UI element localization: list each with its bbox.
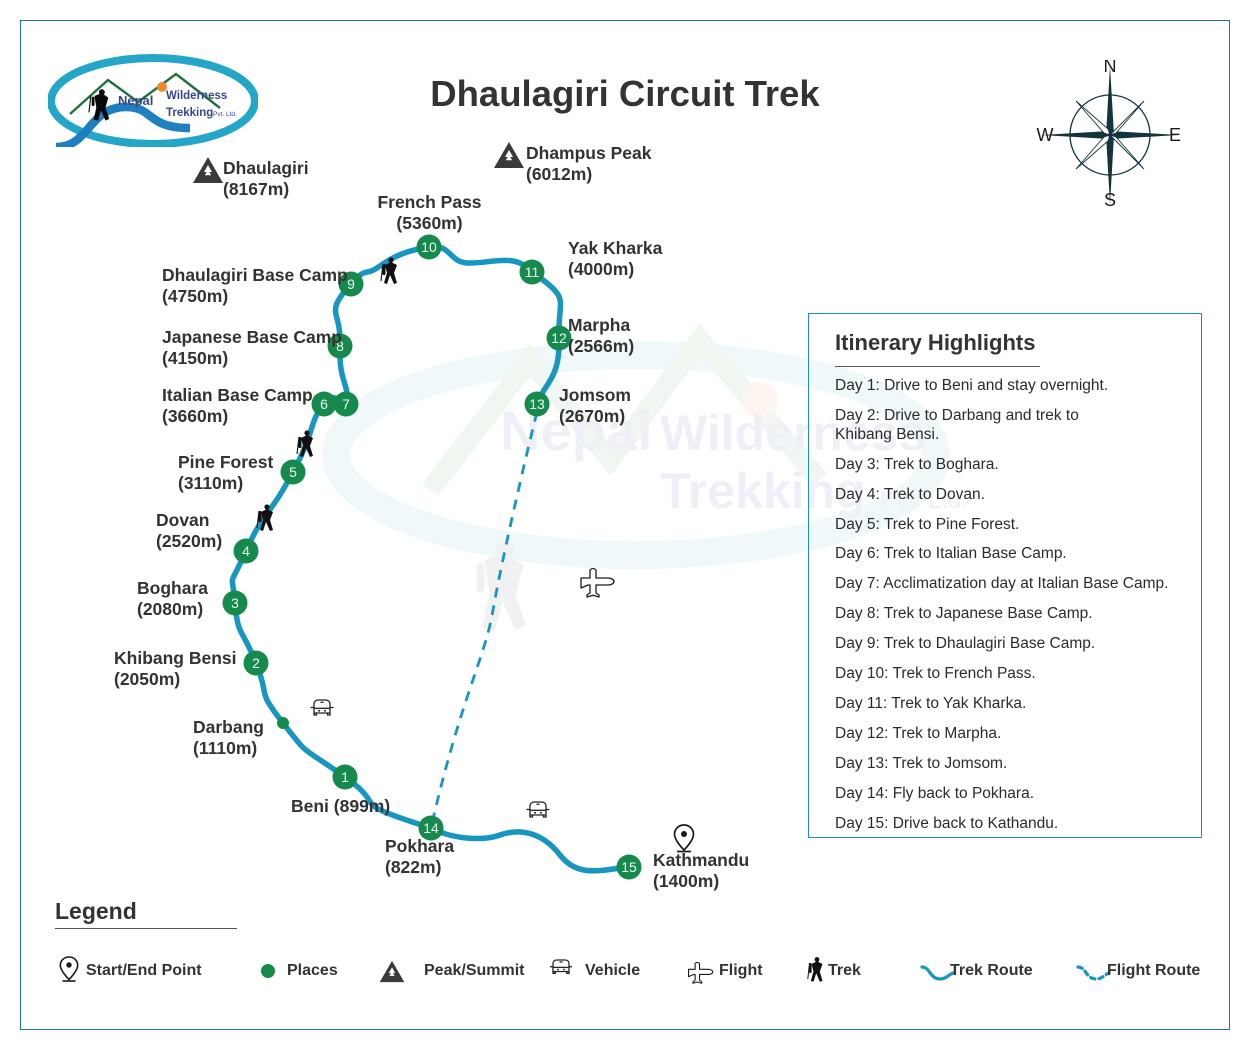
svg-text:W: W [1037, 125, 1054, 145]
svg-text:4: 4 [242, 543, 250, 559]
svg-text:9: 9 [347, 276, 355, 292]
svg-text:E: E [1169, 125, 1181, 145]
svg-text:13: 13 [529, 396, 545, 412]
svg-text:10: 10 [421, 239, 437, 255]
svg-text:6: 6 [320, 396, 328, 412]
svg-text:2: 2 [252, 655, 260, 671]
svg-text:N: N [1104, 60, 1117, 76]
svg-text:12: 12 [551, 330, 567, 346]
svg-text:5: 5 [289, 464, 297, 480]
svg-text:11: 11 [525, 264, 540, 280]
svg-text:3: 3 [231, 595, 239, 611]
svg-text:14: 14 [423, 820, 439, 836]
svg-text:7: 7 [342, 396, 350, 412]
svg-text:1: 1 [341, 769, 349, 785]
svg-text:15: 15 [621, 859, 637, 875]
svg-text:S: S [1104, 190, 1116, 210]
